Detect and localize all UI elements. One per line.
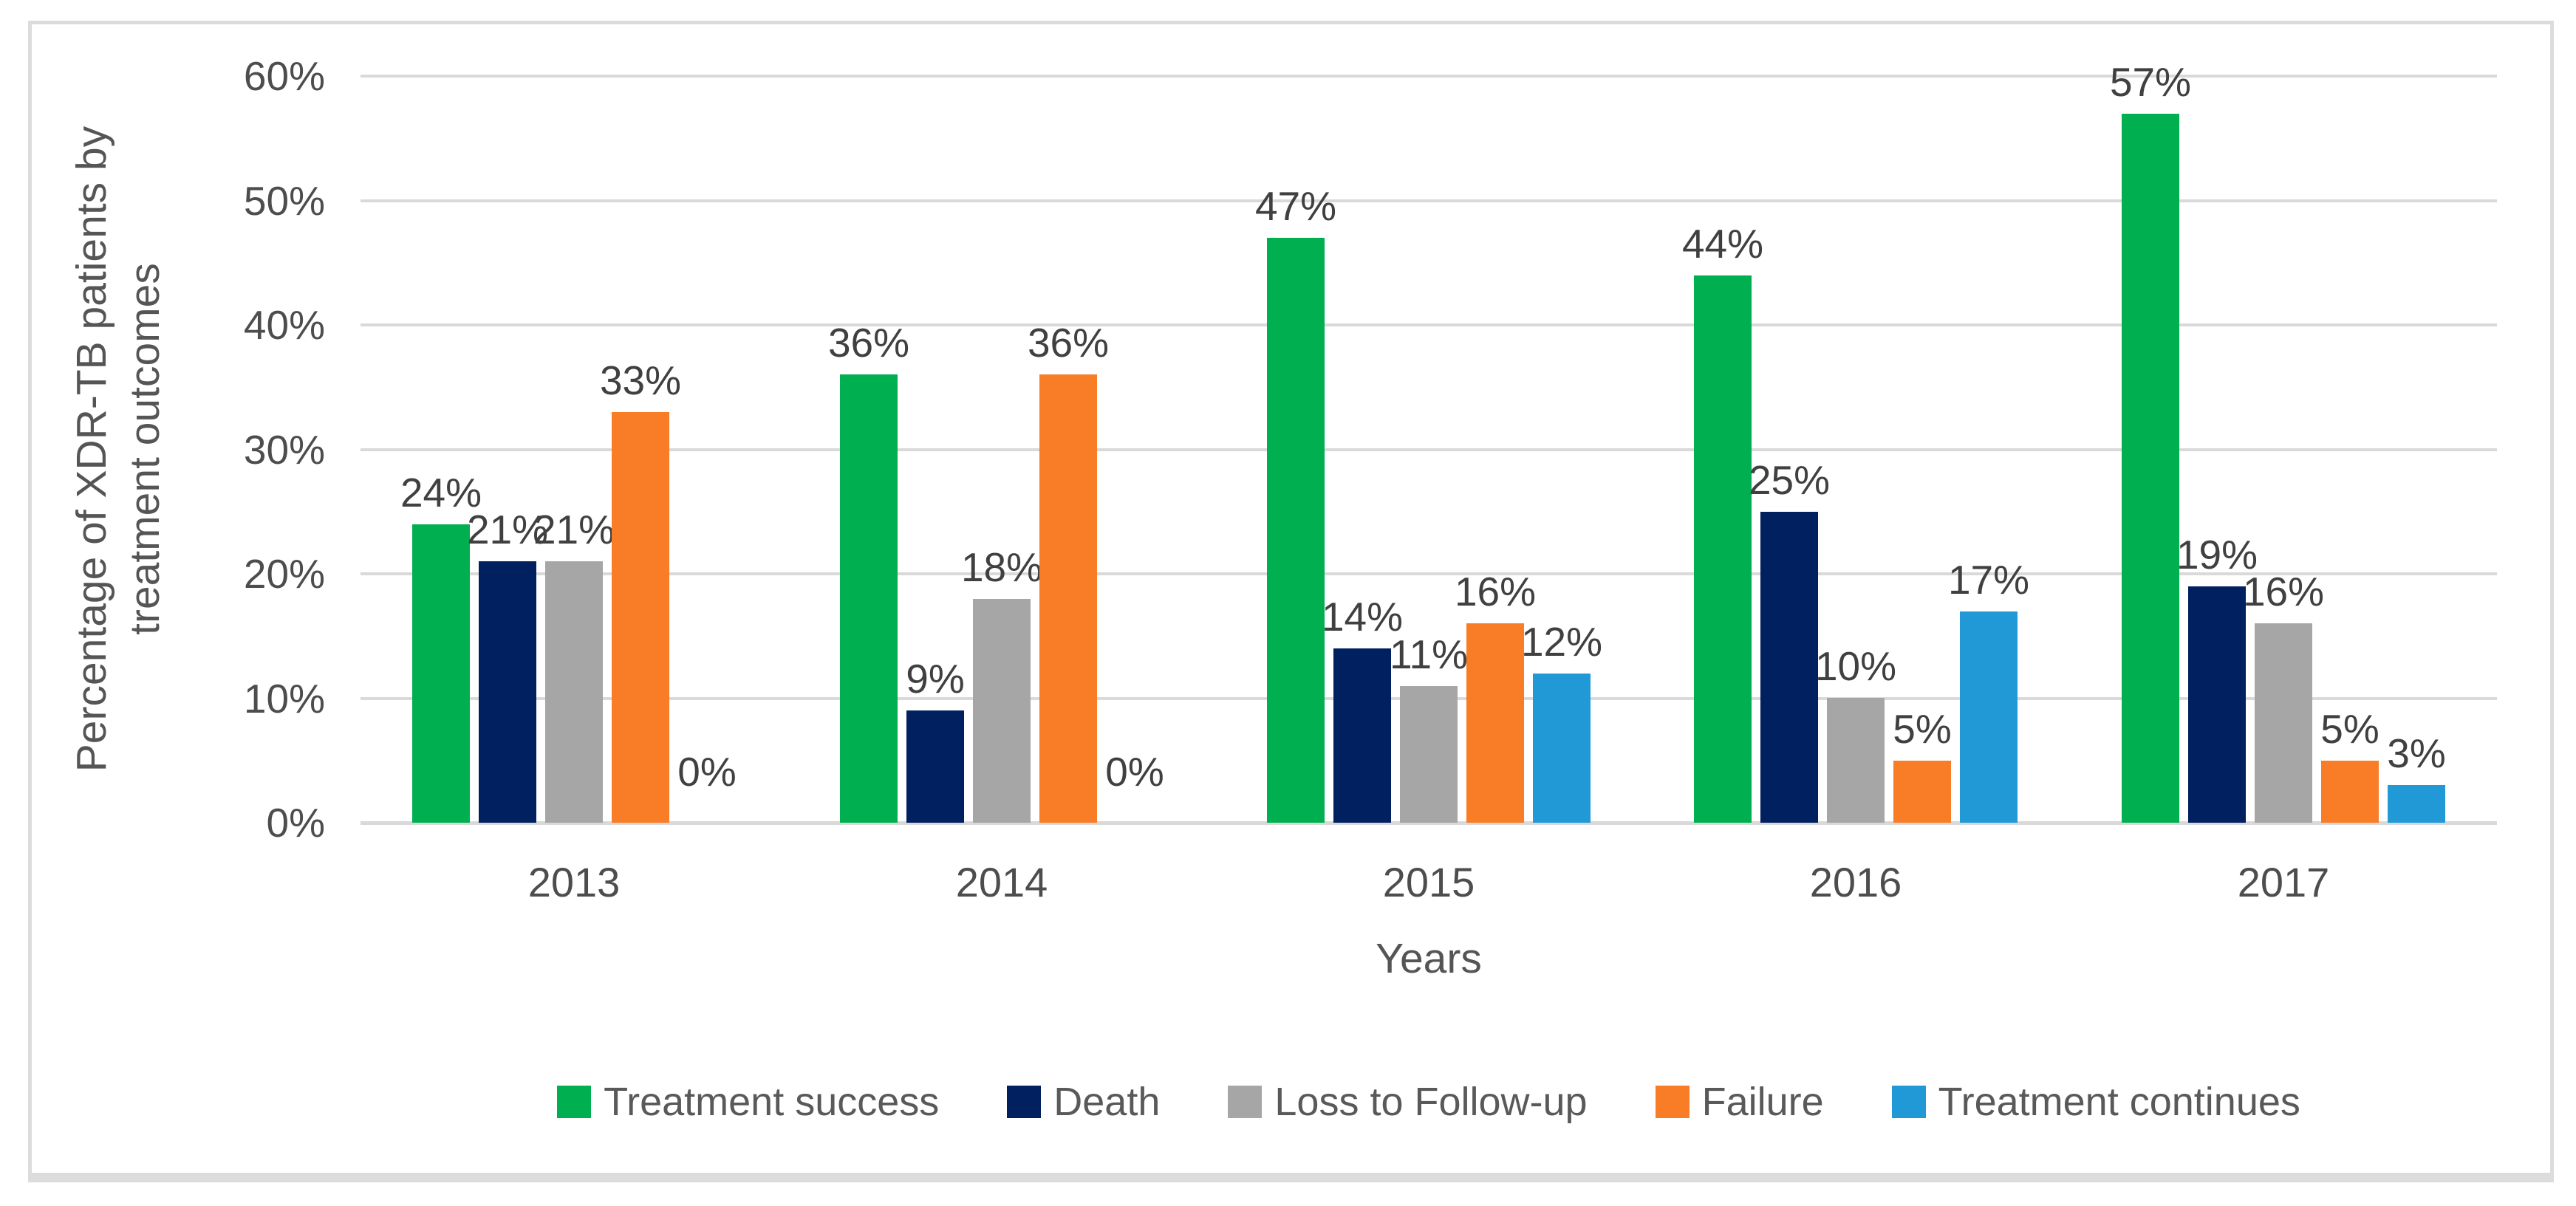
data-label: 36% — [827, 320, 910, 366]
y-axis-title-line2: treatment outcomes — [121, 263, 168, 635]
y-tick-label: 0% — [266, 800, 326, 846]
data-label: 12% — [1520, 619, 1603, 665]
bar — [1267, 238, 1325, 823]
bar — [1039, 374, 1097, 823]
bar — [1694, 275, 1752, 823]
data-label: 5% — [1893, 706, 1952, 752]
x-axis-line — [361, 821, 2497, 825]
legend-label: Failure — [1701, 1080, 1824, 1124]
data-label: 36% — [1027, 320, 1110, 366]
legend-item: Treatment success — [557, 1080, 939, 1124]
bar — [1400, 686, 1458, 823]
y-tick-label: 10% — [243, 676, 325, 722]
x-category-label: 2015 — [1382, 859, 1475, 905]
legend-label: Death — [1053, 1080, 1161, 1124]
x-category-label: 2016 — [1809, 859, 1902, 905]
y-tick-label: 50% — [243, 178, 325, 224]
x-category-label: 2017 — [2237, 859, 2330, 905]
legend-item: Failure — [1655, 1080, 1824, 1124]
data-label: 0% — [677, 749, 737, 795]
bar — [1333, 648, 1391, 823]
legend-swatch-icon — [1655, 1086, 1690, 1118]
bar — [1827, 698, 1885, 823]
y-tick-label: 20% — [243, 551, 325, 597]
bar — [1893, 761, 1951, 823]
bar — [2255, 623, 2312, 823]
x-category-label: 2013 — [527, 859, 621, 905]
x-axis-title: Years — [1376, 935, 1482, 982]
bar — [2122, 114, 2179, 823]
bar — [1960, 611, 2018, 823]
data-label: 24% — [400, 470, 482, 515]
legend-item: Death — [1007, 1080, 1160, 1124]
data-label: 33% — [599, 357, 682, 403]
legend: Treatment success Death Loss to Follow-up F… — [361, 1078, 2497, 1126]
legend-item: Loss to Follow-up — [1228, 1080, 1588, 1124]
bar — [2388, 785, 2445, 823]
data-label: 3% — [2387, 730, 2446, 776]
y-axis-title-line1: Percentage of XDR-TB patients by — [68, 126, 115, 772]
bar — [840, 374, 898, 823]
y-tick-label: 40% — [243, 302, 325, 348]
y-tick-label: 60% — [243, 53, 325, 99]
legend-item: Treatment continues — [1891, 1080, 2300, 1124]
legend-swatch-icon — [1891, 1086, 1926, 1118]
bar — [906, 710, 964, 823]
x-category-label: 2014 — [955, 859, 1048, 905]
bar — [545, 561, 603, 823]
data-label: 47% — [1254, 183, 1337, 229]
data-label: 11% — [1390, 631, 1468, 677]
data-label: 57% — [2109, 59, 2192, 105]
legend-swatch-icon — [1007, 1086, 1042, 1118]
gridline — [361, 448, 2497, 451]
bar — [479, 561, 536, 823]
y-axis-title: Percentage of XDR-TB patients by treatme… — [65, 24, 171, 874]
data-label: 10% — [1814, 643, 1897, 689]
legend-label: Loss to Follow-up — [1274, 1080, 1588, 1124]
gridline — [361, 572, 2497, 575]
bar — [1760, 512, 1818, 823]
data-label: 44% — [1681, 221, 1764, 267]
data-label: 0% — [1105, 749, 1164, 795]
legend-swatch-icon — [1228, 1086, 1263, 1118]
bar — [2321, 761, 2379, 823]
legend-swatch-icon — [557, 1086, 592, 1118]
bar — [1533, 674, 1591, 823]
data-label: 14% — [1321, 594, 1404, 640]
data-label: 25% — [1748, 457, 1831, 503]
data-label: 19% — [2176, 532, 2258, 578]
data-label: 18% — [960, 544, 1043, 590]
data-label: 16% — [2242, 569, 2325, 614]
data-label: 16% — [1454, 569, 1537, 614]
legend-label: Treatment success — [604, 1080, 940, 1124]
gridline — [361, 75, 2497, 78]
y-tick-label: 30% — [243, 427, 325, 473]
data-label: 21% — [466, 507, 549, 552]
data-label: 5% — [2320, 706, 2379, 752]
bar — [412, 524, 470, 823]
bar — [2188, 586, 2246, 823]
legend-label: Treatment continues — [1938, 1080, 2300, 1124]
gridline — [361, 323, 2497, 326]
bar — [612, 412, 669, 823]
bar — [973, 599, 1031, 823]
data-label: 9% — [906, 656, 965, 702]
bar — [1466, 623, 1524, 823]
gridline — [361, 199, 2497, 202]
data-label: 21% — [533, 507, 615, 552]
data-label: 17% — [1947, 557, 2030, 603]
